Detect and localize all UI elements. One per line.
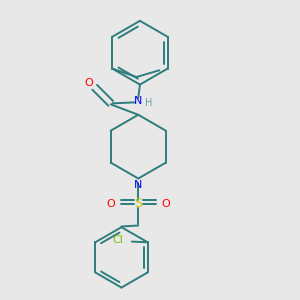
Text: Cl: Cl: [112, 235, 123, 244]
Text: N: N: [134, 180, 142, 190]
Text: O: O: [84, 78, 93, 88]
Text: O: O: [161, 199, 170, 209]
Text: H: H: [145, 98, 153, 108]
Text: S: S: [134, 197, 142, 210]
Text: O: O: [106, 199, 115, 209]
Text: N: N: [134, 96, 142, 106]
